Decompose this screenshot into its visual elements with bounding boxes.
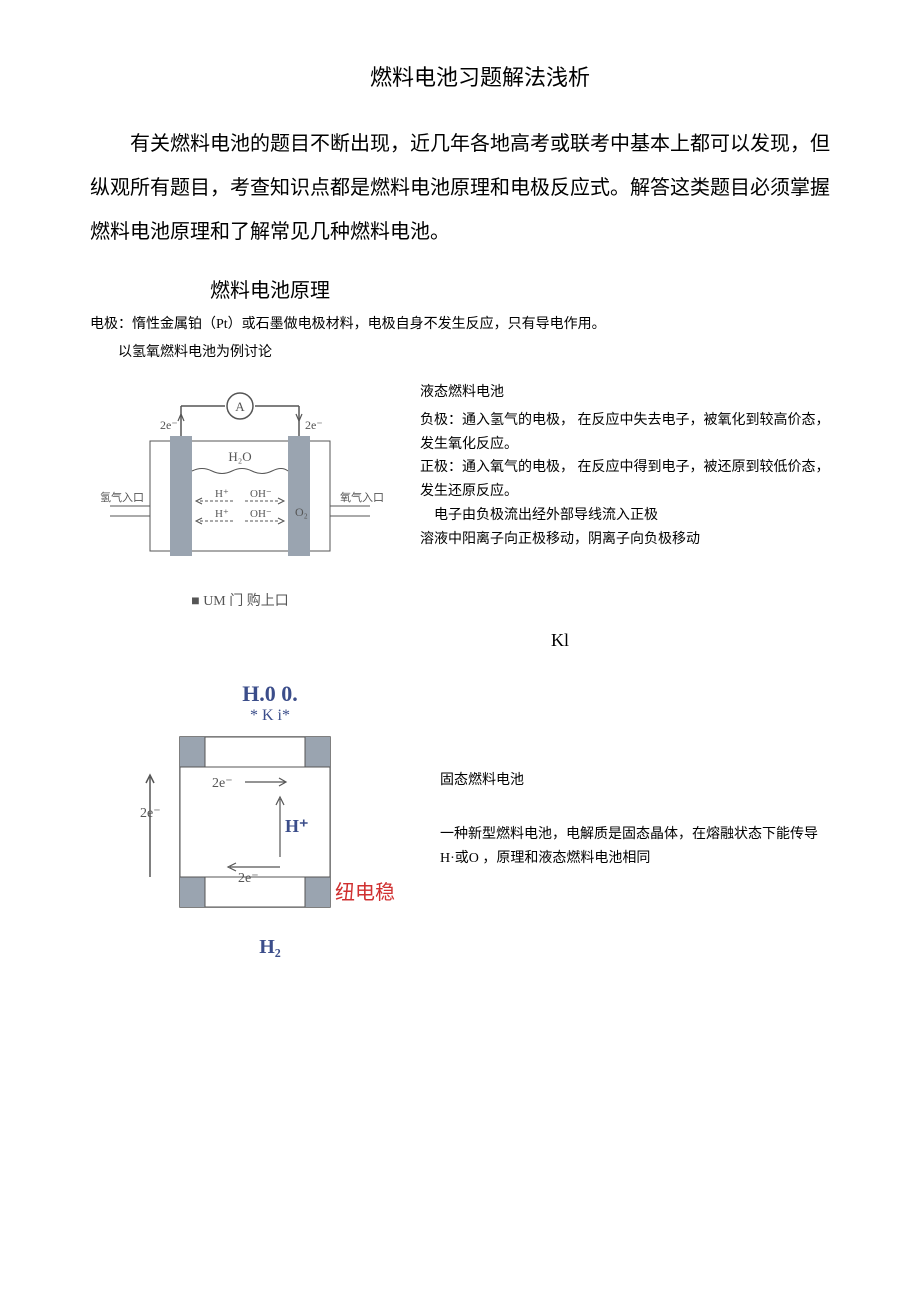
h-plus-1: H⁺ (215, 488, 229, 500)
o2-label: O₂ (295, 505, 308, 519)
intro-paragraph: 有关燃料电池的题目不断出现，近几年各地高考或联考中基本上都可以发现，但纵观所有题… (90, 122, 830, 254)
solid-desc: 一种新型燃料电池，电解质是固态晶体，在熔融状态下能传导 H·或O ，原理和液态燃… (440, 823, 830, 871)
kl-label: Kl (290, 630, 830, 651)
solid-fuel-cell-diagram: 2e⁻ 2e⁻ H⁺ 2e⁻ (130, 727, 410, 927)
figure-2-row: H.0 0. * K i* 2e⁻ 2e⁻ H⁺ (90, 681, 830, 959)
h2-bottom-label: H₂ (130, 936, 410, 959)
liquid-flow-1: 电子由负极流出经外部导线流入正极 (420, 504, 830, 528)
figure-1-container: A 2e⁻ 2e⁻ H₂O H⁺ OH⁻ H⁺ OH⁻ (90, 381, 390, 610)
figure-1-caption: ■ UM 门 购上口 (90, 590, 390, 610)
liquid-description: 液态燃料电池 负极：通入氢气的电极， 在反应中失去电子，被氧化到较高价态， 发生… (420, 381, 830, 552)
h-plus-2: H⁺ (215, 508, 229, 520)
example-note: 以氢氧燃料电池为例讨论 (118, 341, 830, 361)
solid-title: 固态燃料电池 (440, 769, 830, 793)
e-left-label: 2e⁻ (160, 418, 178, 432)
e-right-label: 2e⁻ (305, 418, 323, 432)
section-title: 燃料电池原理 (210, 274, 830, 303)
page-title: 燃料电池习题解法浅析 (130, 60, 830, 92)
right-inlet-label: 氧气入口 (340, 490, 384, 504)
top-2e: 2e⁻ (212, 776, 233, 791)
liquid-flow-2: 溶液中阳离子向正极移动，阴离子向负极移动 (420, 528, 830, 552)
liquid-neg: 负极：通入氢气的电极， 在反应中失去电子，被氧化到较高价态， 发生氧化反应。 (420, 409, 830, 457)
figure-2-container: H.0 0. * K i* 2e⁻ 2e⁻ H⁺ (130, 681, 410, 959)
solid-fig-subtitle: * K i* (130, 707, 410, 725)
ammeter-label: A (235, 399, 245, 414)
h-plus-center: H⁺ (285, 816, 309, 836)
figure-1-row: A 2e⁻ 2e⁻ H₂O H⁺ OH⁻ H⁺ OH⁻ (90, 381, 830, 610)
oh-1: OH⁻ (250, 488, 272, 500)
solid-description: 固态燃料电池 一种新型燃料电池，电解质是固态晶体，在熔融状态下能传导 H·或O … (440, 769, 830, 870)
h2o-label: H₂O (228, 449, 251, 464)
liquid-pos: 正极：通入氧气的电极， 在反应中得到电子，被还原到较低价态， 发生还原反应。 (420, 456, 830, 504)
electrode-note: 电极：惰性金属铂（Pt）或石墨做电极材料，电极自身不发生反应，只有导电作用。 (90, 313, 830, 333)
red-side-label: 纽电稳 (335, 881, 395, 904)
oh-2: OH⁻ (250, 508, 272, 520)
bot-2e: 2e⁻ (238, 871, 259, 886)
left-inlet-label: 氢气入口 (100, 490, 144, 504)
solid-fig-title: H.0 0. (130, 681, 410, 707)
liquid-title: 液态燃料电池 (420, 381, 830, 405)
liquid-fuel-cell-diagram: A 2e⁻ 2e⁻ H₂O H⁺ OH⁻ H⁺ OH⁻ (90, 381, 390, 581)
